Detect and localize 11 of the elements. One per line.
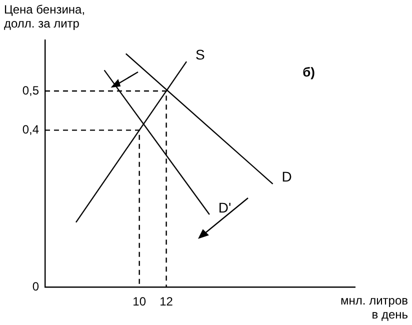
- y-tick-label: 0,4: [22, 122, 40, 136]
- series-label: D: [282, 168, 292, 185]
- y-tick-label: 0,5: [22, 83, 40, 98]
- series-label: S: [196, 46, 205, 62]
- x-tick-label: 10: [132, 294, 146, 309]
- y-tick-label: 0: [32, 279, 40, 294]
- annotation: б): [302, 64, 315, 80]
- x-tick-label: 12: [160, 294, 174, 309]
- y-axis-title: Цена бензина, долл. за литр: [4, 2, 86, 30]
- series-label: D': [218, 199, 232, 216]
- x-axis-title: мнл. литров в день: [340, 293, 408, 322]
